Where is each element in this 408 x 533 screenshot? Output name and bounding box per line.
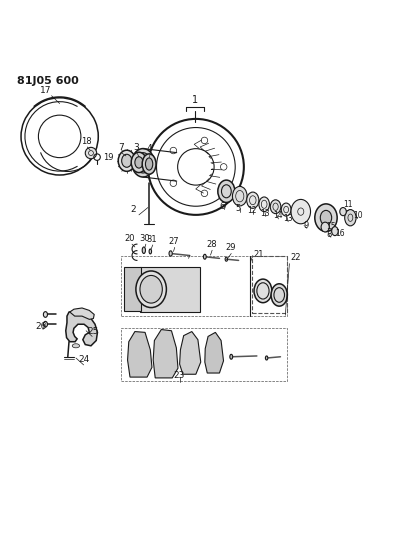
Text: 20: 20: [124, 234, 134, 243]
Text: 14: 14: [273, 211, 283, 220]
Text: 23: 23: [173, 372, 184, 381]
Text: 12: 12: [247, 206, 257, 215]
Text: 31: 31: [146, 235, 157, 244]
Ellipse shape: [291, 199, 310, 224]
Ellipse shape: [149, 249, 151, 254]
Text: 29: 29: [225, 243, 236, 252]
Bar: [140, 268, 200, 312]
Ellipse shape: [340, 207, 346, 216]
Text: 28: 28: [206, 240, 217, 249]
Text: 11: 11: [343, 200, 353, 209]
Text: 30: 30: [140, 234, 151, 243]
Circle shape: [85, 147, 97, 159]
Ellipse shape: [345, 209, 356, 226]
Ellipse shape: [135, 152, 151, 173]
Text: 13: 13: [283, 214, 293, 223]
Bar: [124, 268, 141, 311]
Ellipse shape: [142, 154, 156, 174]
Ellipse shape: [72, 344, 80, 348]
Text: 5: 5: [235, 204, 240, 213]
Ellipse shape: [315, 204, 337, 231]
Ellipse shape: [233, 187, 247, 206]
Text: 13: 13: [260, 209, 270, 218]
Polygon shape: [205, 333, 224, 373]
Ellipse shape: [145, 158, 153, 170]
Ellipse shape: [321, 222, 329, 232]
Ellipse shape: [118, 150, 135, 171]
Ellipse shape: [140, 276, 162, 303]
Ellipse shape: [132, 149, 154, 177]
Text: 4: 4: [147, 144, 152, 154]
Text: 19: 19: [103, 152, 114, 161]
Ellipse shape: [259, 197, 269, 212]
Text: 3: 3: [133, 143, 139, 152]
Polygon shape: [70, 308, 94, 319]
Text: 10: 10: [353, 211, 363, 220]
Text: 18: 18: [81, 137, 91, 146]
Ellipse shape: [169, 251, 172, 256]
Text: 81J05 600: 81J05 600: [17, 76, 79, 86]
Ellipse shape: [142, 247, 145, 254]
Bar: [121, 328, 287, 381]
Text: 25: 25: [88, 327, 99, 336]
Ellipse shape: [122, 154, 132, 167]
Ellipse shape: [320, 211, 332, 225]
Bar: [121, 256, 287, 316]
Ellipse shape: [204, 254, 206, 259]
Text: 27: 27: [168, 237, 179, 246]
Text: 24: 24: [78, 355, 90, 364]
Ellipse shape: [332, 227, 338, 236]
Text: 26: 26: [35, 322, 47, 331]
Text: 22: 22: [290, 253, 301, 262]
Text: 15: 15: [326, 222, 336, 231]
Ellipse shape: [135, 157, 143, 168]
Text: 6: 6: [220, 202, 225, 211]
Ellipse shape: [271, 284, 287, 306]
Text: 17: 17: [40, 85, 51, 94]
Text: 7: 7: [118, 143, 124, 152]
Text: 1: 1: [192, 95, 198, 104]
Ellipse shape: [218, 180, 235, 203]
Ellipse shape: [281, 203, 291, 216]
Ellipse shape: [270, 200, 281, 214]
Text: 9: 9: [303, 221, 308, 230]
Ellipse shape: [247, 192, 259, 208]
Text: 8: 8: [326, 230, 332, 239]
Ellipse shape: [230, 354, 233, 359]
Polygon shape: [66, 310, 98, 346]
Ellipse shape: [265, 356, 268, 360]
Ellipse shape: [131, 152, 146, 173]
Polygon shape: [128, 332, 152, 377]
Text: 21: 21: [254, 250, 264, 259]
Polygon shape: [153, 329, 178, 378]
Bar: [252, 256, 286, 313]
Ellipse shape: [136, 271, 166, 308]
Ellipse shape: [254, 279, 272, 303]
Text: 16: 16: [335, 229, 345, 238]
Ellipse shape: [43, 321, 47, 327]
Polygon shape: [180, 332, 201, 374]
Ellipse shape: [43, 312, 47, 317]
Text: 2: 2: [130, 205, 135, 214]
